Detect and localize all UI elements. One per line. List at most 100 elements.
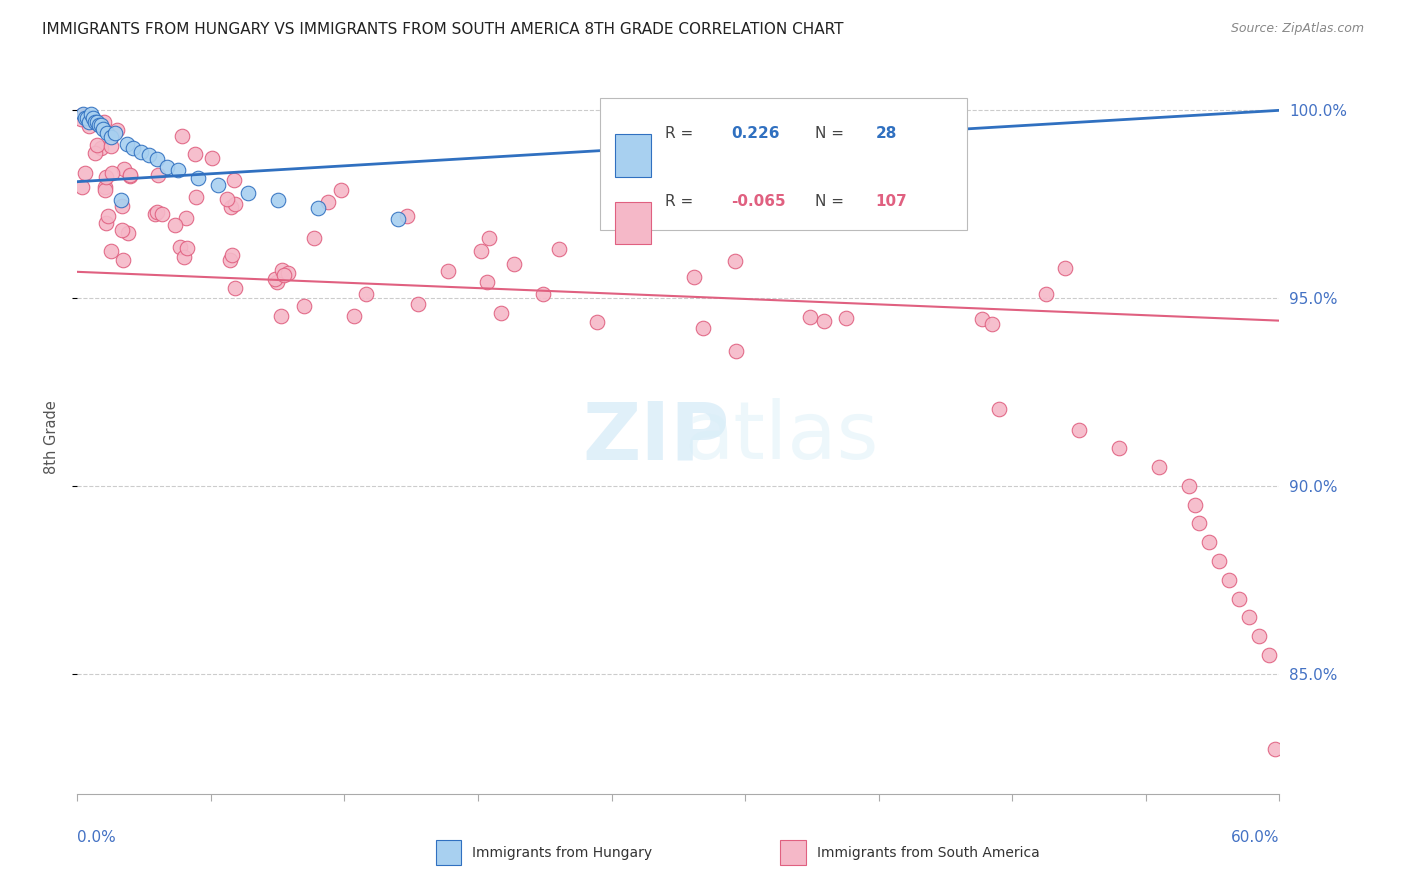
Point — [1178, 479, 1201, 493]
Point — [84, 146, 107, 161]
Point — [77, 120, 100, 134]
Text: N =: N = — [815, 194, 849, 209]
Point — [1184, 498, 1206, 512]
Point — [146, 204, 169, 219]
Point — [170, 129, 193, 144]
Point — [724, 343, 747, 358]
Text: Immigrants from South America: Immigrants from South America — [817, 846, 1039, 860]
Point — [201, 151, 224, 165]
Point — [94, 183, 117, 197]
Point — [692, 321, 714, 335]
Point — [150, 207, 173, 221]
Text: R =: R = — [665, 127, 699, 141]
Point — [1188, 516, 1211, 531]
Point — [146, 152, 169, 166]
Point — [93, 114, 115, 128]
Y-axis label: 8th Grade: 8th Grade — [44, 401, 59, 474]
Point — [79, 114, 101, 128]
Point — [489, 306, 512, 320]
Point — [187, 170, 209, 185]
Text: 0.0%: 0.0% — [77, 830, 117, 845]
Point — [101, 166, 124, 180]
Point — [93, 122, 115, 136]
Point — [86, 138, 108, 153]
Point — [100, 244, 122, 258]
Text: Immigrants from Hungary: Immigrants from Hungary — [472, 846, 652, 860]
Point — [86, 114, 108, 128]
Point — [111, 198, 134, 212]
Point — [263, 272, 285, 286]
Point — [277, 266, 299, 280]
Text: IMMIGRANTS FROM HUNGARY VS IMMIGRANTS FROM SOUTH AMERICA 8TH GRADE CORRELATION C: IMMIGRANTS FROM HUNGARY VS IMMIGRANTS FR… — [42, 22, 844, 37]
Point — [478, 231, 501, 245]
Point — [75, 166, 97, 180]
Point — [799, 310, 821, 324]
Point — [131, 145, 153, 159]
Point — [110, 223, 132, 237]
Point — [970, 311, 993, 326]
Point — [329, 183, 352, 197]
Point — [94, 216, 117, 230]
Point — [90, 119, 112, 133]
Point — [176, 211, 198, 226]
Point — [117, 226, 139, 240]
Text: atlas: atlas — [685, 398, 879, 476]
Point — [143, 207, 166, 221]
Point — [408, 297, 430, 311]
Point — [1035, 287, 1057, 301]
Point — [302, 231, 325, 245]
Point — [173, 251, 195, 265]
Point — [980, 318, 1002, 332]
Point — [100, 129, 122, 144]
Point — [90, 140, 112, 154]
Point — [1054, 261, 1077, 276]
Text: 0.226: 0.226 — [731, 127, 780, 141]
FancyBboxPatch shape — [780, 840, 806, 865]
Point — [387, 212, 409, 227]
Point — [531, 287, 554, 301]
Point — [343, 309, 366, 323]
Point — [475, 276, 498, 290]
FancyBboxPatch shape — [614, 134, 651, 177]
Point — [1258, 648, 1281, 662]
Point — [72, 107, 94, 121]
Point — [236, 186, 259, 200]
Text: R =: R = — [665, 194, 699, 209]
Text: 28: 28 — [876, 127, 897, 141]
Point — [437, 264, 460, 278]
Point — [682, 269, 704, 284]
FancyBboxPatch shape — [614, 202, 651, 244]
Point — [96, 170, 118, 185]
Text: N =: N = — [815, 127, 849, 141]
Point — [183, 146, 205, 161]
Point — [120, 168, 142, 182]
Point — [1229, 591, 1251, 606]
Point — [105, 123, 128, 137]
Point — [110, 194, 132, 208]
Point — [89, 119, 111, 133]
Point — [156, 160, 179, 174]
Text: Source: ZipAtlas.com: Source: ZipAtlas.com — [1230, 22, 1364, 36]
Point — [316, 195, 339, 210]
Point — [1198, 535, 1220, 549]
Point — [1069, 423, 1091, 437]
Point — [1208, 554, 1230, 568]
Point — [138, 148, 160, 162]
Point — [221, 247, 243, 261]
Point — [96, 126, 118, 140]
Point — [470, 244, 492, 258]
Point — [75, 111, 97, 125]
Point — [270, 309, 292, 323]
Point — [621, 218, 644, 232]
Point — [100, 139, 122, 153]
Point — [266, 275, 288, 289]
Point — [169, 240, 191, 254]
Point — [82, 111, 104, 125]
Point — [354, 286, 377, 301]
Point — [395, 209, 418, 223]
Point — [70, 112, 93, 127]
Point — [222, 173, 245, 187]
Point — [207, 178, 229, 193]
Point — [112, 252, 135, 267]
Point — [112, 161, 135, 176]
